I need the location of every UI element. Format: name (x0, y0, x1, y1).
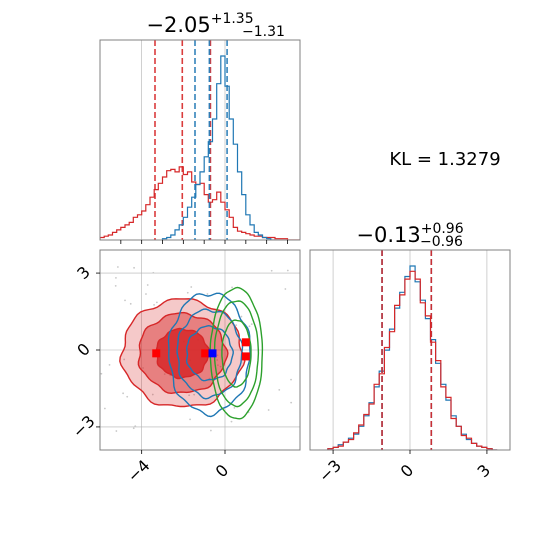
joint-marker-0-2 (241, 338, 250, 347)
joint-scatter-dot-46 (216, 359, 219, 361)
joint-scatter-dot-11 (286, 269, 289, 272)
joint-marker-0-1 (201, 349, 210, 358)
panel-marginal-x: −2.05+1.35 −1.31 (99, 11, 301, 244)
joint-scatter-dot-44 (152, 271, 155, 274)
joint-scatter-dot-27 (189, 418, 191, 421)
joint-scatter-dot-26 (126, 395, 129, 398)
joint-scatter-dot-55 (145, 293, 147, 295)
joint-scatter-dot-32 (186, 291, 189, 294)
marginal-x-title-sub: −1.31 (242, 24, 285, 40)
joint-scatter-dot-59 (267, 409, 270, 411)
marginal-x-series-1-step (161, 55, 275, 240)
joint-contour-series-1-level-2 (167, 292, 251, 418)
joint-scatter-dot-49 (216, 354, 219, 357)
marginal-y-ticks: −3 0 3 (315, 450, 494, 486)
joint-contour-series-1-level-0 (185, 324, 234, 382)
joint-scatter-dot-54 (231, 286, 233, 289)
marginal-y-xtick-label-0: −3 (315, 456, 345, 486)
joint-scatter-dot-37 (270, 269, 273, 272)
marginal-x-series-0-step (100, 166, 300, 240)
joint-scatter-dot-39 (248, 325, 251, 328)
joint-scatter-dot-45 (100, 372, 103, 375)
joint-scatter-dot-13 (290, 401, 293, 404)
marginal-y-title-sup: +0.96 (421, 221, 464, 237)
joint-scatter-dot-53 (240, 315, 243, 318)
joint-marker-0-0 (152, 349, 161, 358)
joint-ytick-label-1: 0 (73, 339, 94, 360)
joint-contour-series-2-level-0 (221, 319, 252, 388)
joint-marker-0-3 (241, 352, 250, 361)
joint-ytick-label-0: −3 (69, 412, 99, 442)
joint-scatter-dot-23 (193, 393, 196, 396)
marginal-y-series-1-step (327, 270, 498, 450)
joint-marker-1-0 (208, 349, 217, 358)
joint-scatter-dot-25 (250, 323, 253, 326)
marginal-y-grid (332, 250, 488, 450)
panel-marginal-y: −3 0 3 −0.13+0.96 −0.96 (309, 221, 511, 486)
joint-scatter-dot-6 (230, 420, 233, 423)
joint-scatter-dot-21 (115, 276, 117, 279)
joint-xtick-label-0: −4 (124, 456, 154, 486)
joint-scatter-dot-34 (151, 393, 154, 396)
joint-scatter-dot-48 (190, 286, 193, 288)
joint-scatter-dot-52 (103, 407, 106, 410)
marginal-x-title: −2.05+1.35 (146, 11, 253, 37)
joint-scatter-dot-47 (116, 266, 119, 268)
joint-scatter-dot-50 (124, 299, 126, 302)
joint-scatter-dot-40 (210, 429, 212, 432)
joint-scatter-dot-3 (114, 284, 117, 287)
joint-scatter-dot-24 (219, 365, 222, 368)
joint-scatter-dot-22 (146, 284, 149, 286)
marginal-x-title-sup: +1.35 (211, 11, 254, 27)
marginal-y-xtick-label-2: 3 (474, 461, 495, 482)
marginal-x-frame (99, 39, 301, 241)
joint-scatter-dot-4 (216, 364, 219, 366)
marginal-y-title-sub: −0.96 (420, 234, 463, 250)
joint-scatter-dot-16 (133, 266, 135, 269)
joint-scatter-dot-5 (155, 301, 158, 304)
joint-scatter-dot-42 (142, 367, 144, 369)
joint-scatter-dot-57 (115, 430, 118, 432)
marginal-x-ticks (120, 240, 288, 244)
marginal-y-xtick-label-1: 0 (397, 461, 418, 482)
joint-scatter-dot-36 (153, 303, 155, 306)
joint-contours (100, 266, 293, 432)
joint-scatter-dot-1 (122, 392, 124, 395)
joint-scatter-dot-17 (188, 394, 191, 397)
joint-scatter-dot-10 (134, 425, 137, 428)
marginal-y-histograms (327, 250, 498, 450)
joint-scatter-dot-12 (123, 358, 126, 361)
marginal-x-histograms (100, 40, 300, 240)
marginal-x-title-main: −2.05 (146, 13, 210, 37)
joint-scatter-dot-28 (108, 363, 111, 366)
joint-scatter-dot-30 (290, 378, 292, 381)
joint-scatter-dot-19 (129, 302, 132, 305)
joint-scatter-dot-8 (233, 406, 236, 409)
joint-scatter-dot-51 (278, 388, 281, 391)
joint-scatter-dot-56 (132, 427, 135, 430)
marginal-y-title: −0.13+0.96 (356, 221, 463, 247)
panel-joint: −4 0 −3 0 3 (69, 249, 301, 486)
joint-scatter-dot-58 (206, 293, 209, 295)
marginal-y-series-0-step (327, 265, 498, 450)
joint-scatter-dot-41 (163, 373, 166, 376)
marginal-y-title-main: −0.13 (356, 223, 420, 247)
joint-ytick-label-2: 3 (73, 262, 94, 283)
joint-scatter-dot-38 (284, 288, 287, 290)
joint-scatter-dot-29 (235, 324, 238, 327)
kl-divergence-label: KL = 1.3279 (389, 149, 500, 170)
joint-xtick-label-1: 0 (212, 461, 233, 482)
joint-contour-series-1-level-1 (176, 308, 244, 400)
